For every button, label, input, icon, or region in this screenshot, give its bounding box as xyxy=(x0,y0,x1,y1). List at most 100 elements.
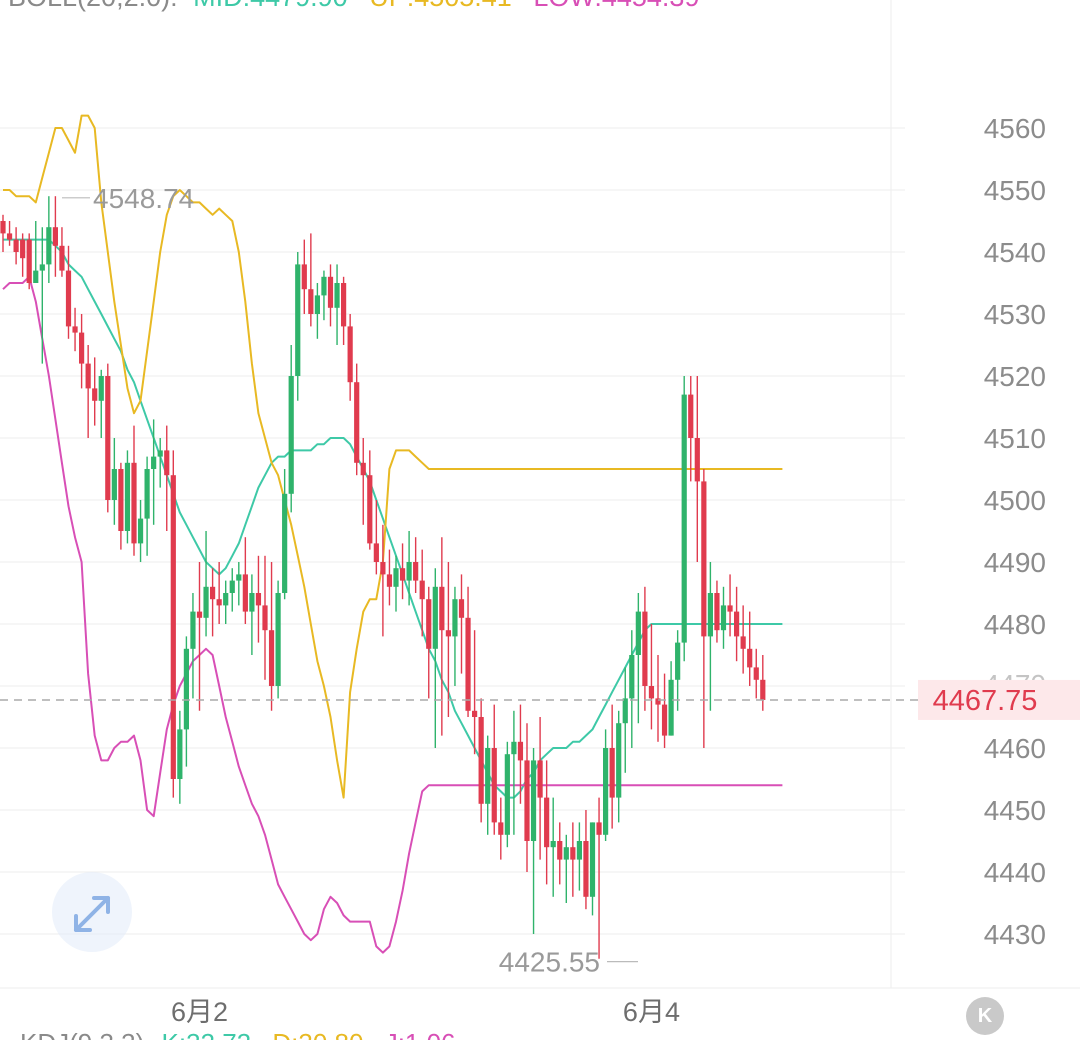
candle-body xyxy=(760,679,766,700)
boll-line-up xyxy=(3,114,783,799)
candle-body xyxy=(308,289,314,314)
candle-body xyxy=(701,481,707,637)
candle-body xyxy=(472,710,478,717)
kline-switch-button[interactable]: K xyxy=(966,997,1004,1035)
candle-body xyxy=(747,648,753,668)
candle-body xyxy=(727,605,733,612)
candle-body xyxy=(354,382,360,463)
y-tick-4500: 4500 xyxy=(984,485,1046,516)
candle-body xyxy=(360,462,366,476)
candle-body xyxy=(39,264,45,271)
candle-body xyxy=(196,611,203,618)
candle-body xyxy=(65,270,72,327)
candle-body xyxy=(635,611,641,655)
candle-body xyxy=(648,686,655,699)
candle-body xyxy=(157,450,163,457)
candle-body xyxy=(268,630,275,686)
candle-body xyxy=(52,227,58,246)
candle-body xyxy=(524,760,530,841)
candle-body xyxy=(229,580,235,593)
candle-body xyxy=(707,593,713,637)
low-price-label: 4425.55 xyxy=(499,947,600,978)
candle-body xyxy=(557,841,563,860)
candle-body xyxy=(341,283,347,327)
y-tick-4430: 4430 xyxy=(984,919,1046,950)
expand-button[interactable] xyxy=(52,872,132,952)
candle-body xyxy=(485,748,491,804)
kline-switch-icon: K xyxy=(977,1004,993,1027)
candle-body xyxy=(491,748,497,823)
candle-body xyxy=(334,283,340,308)
candle-body xyxy=(668,679,674,736)
y-tick-4490: 4490 xyxy=(984,547,1046,578)
candle-body xyxy=(439,586,445,631)
candle-body xyxy=(596,822,602,835)
candle-body xyxy=(661,704,668,736)
candle-body xyxy=(530,760,537,841)
candle-body xyxy=(183,648,189,730)
candle-body xyxy=(380,562,386,575)
candle-body xyxy=(734,611,740,637)
candle-body xyxy=(210,586,216,600)
candle-body xyxy=(603,748,609,835)
candle-body xyxy=(144,469,150,519)
candle-body xyxy=(419,580,425,600)
candle-body xyxy=(675,642,681,680)
y-tick-4510: 4510 xyxy=(984,423,1046,454)
candle-body xyxy=(629,655,635,699)
candle-body xyxy=(314,295,320,314)
y-tick-4440: 4440 xyxy=(984,857,1046,888)
candle-body xyxy=(681,394,687,643)
candle-body xyxy=(511,741,517,755)
y-tick-4460: 4460 xyxy=(984,733,1046,764)
candle-body xyxy=(111,469,117,500)
candle-body xyxy=(105,376,111,500)
candle-body xyxy=(223,593,229,606)
candle-body xyxy=(445,630,451,637)
candle-body xyxy=(458,599,465,618)
candle-body xyxy=(275,593,281,686)
candle-body xyxy=(46,227,52,265)
candle-body xyxy=(295,264,301,376)
candle-body xyxy=(26,239,32,283)
candle-body xyxy=(452,599,458,637)
candle-body xyxy=(714,593,720,631)
candle-body xyxy=(655,698,661,705)
y-tick-4520: 4520 xyxy=(984,361,1046,392)
candle-body xyxy=(347,326,353,383)
candle-body xyxy=(137,518,144,544)
boll-line-low xyxy=(2,275,783,954)
candle-body xyxy=(72,326,78,333)
candle-body xyxy=(517,741,524,761)
candle-body xyxy=(426,599,432,649)
candle-body xyxy=(79,332,85,364)
candle-body xyxy=(98,376,104,401)
candle-body xyxy=(583,841,589,897)
candle-body xyxy=(6,233,13,240)
candle-body xyxy=(190,611,196,649)
kdj-indicator-label: KDJ(9,3,3) K:32.72 D:30.80 J:1.06 xyxy=(20,1028,456,1040)
candle-body xyxy=(20,239,26,259)
candle-body xyxy=(124,462,131,531)
candle-body xyxy=(13,239,19,252)
candle-body xyxy=(203,586,209,618)
y-tick-4550: 4550 xyxy=(984,175,1046,206)
boll-line-mid xyxy=(3,238,783,799)
candle-body xyxy=(399,568,406,581)
candle-body xyxy=(262,605,268,631)
candle-body xyxy=(164,450,170,476)
candle-body xyxy=(255,593,262,606)
candle-body xyxy=(432,586,438,649)
y-tick-4450: 4450 xyxy=(984,795,1046,826)
candle-body xyxy=(550,841,556,848)
candle-body xyxy=(720,605,727,631)
current-price-label: 4467.75 xyxy=(933,685,1038,717)
y-tick-4480: 4480 xyxy=(984,609,1046,640)
high-price-label: 4548.74 xyxy=(93,183,194,214)
candle-body xyxy=(170,475,176,779)
candle-body xyxy=(236,574,242,581)
boll-indicator-label: BOLL(20,2.0): MID:4479.90 UP:4505.41 LOW… xyxy=(8,0,699,12)
candle-body xyxy=(33,270,39,283)
x-tick-label: 6月4 xyxy=(623,997,680,1027)
